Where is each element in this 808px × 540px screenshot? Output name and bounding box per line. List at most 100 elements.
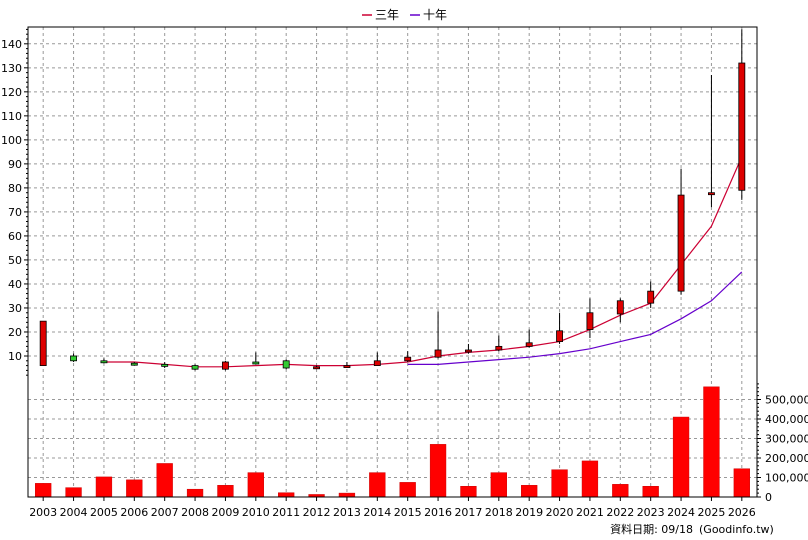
- volume-bar: [369, 472, 386, 498]
- volume-bar: [217, 485, 234, 498]
- volume-bar: [581, 460, 599, 498]
- ma-10y-line: [407, 271, 743, 365]
- volume-bar: [399, 482, 416, 498]
- volume-bar: [672, 416, 690, 498]
- candle-body: [556, 330, 564, 342]
- candle-body: [221, 361, 229, 370]
- candle-body: [738, 62, 746, 191]
- plot-border: [27, 26, 758, 498]
- candles: [39, 29, 746, 371]
- price-tick-label: 140: [1, 38, 22, 51]
- volume-bar: [156, 463, 173, 498]
- x-tick-label: 2011: [272, 506, 300, 519]
- price-tick-label: 60: [8, 230, 22, 243]
- x-tick-label: 2010: [242, 506, 270, 519]
- volume-bar: [642, 486, 659, 498]
- volume-tick-label: 500,000: [765, 394, 808, 407]
- ma-3y-line: [103, 156, 743, 368]
- x-tick-label: 2003: [29, 506, 57, 519]
- legend-label: 十年: [423, 8, 447, 22]
- volume-bar: [95, 476, 113, 498]
- volume-bar: [126, 479, 143, 498]
- candle-body: [525, 342, 533, 347]
- volume-bars: [35, 386, 750, 498]
- grid: [28, 27, 757, 497]
- volume-tick-label: 400,000: [765, 413, 808, 426]
- x-tick-label: 2012: [303, 506, 331, 519]
- volume-bar: [612, 484, 629, 498]
- price-tick-label: 90: [8, 158, 22, 171]
- volume-bar: [551, 469, 568, 498]
- volume-bar: [338, 492, 356, 498]
- candle-body: [495, 345, 503, 351]
- volume-bar: [703, 386, 720, 498]
- volume-bar: [65, 487, 82, 498]
- x-tick-label: 2019: [515, 506, 543, 519]
- price-tick-label: 120: [1, 86, 22, 99]
- price-tick-label: 30: [8, 302, 22, 315]
- x-tick-label: 2022: [606, 506, 634, 519]
- x-tick-label: 2014: [363, 506, 391, 519]
- price-tick-label: 100: [1, 134, 22, 147]
- candle-body: [100, 360, 108, 364]
- x-tick-label: 2007: [151, 506, 179, 519]
- x-tick-label: 2005: [90, 506, 118, 519]
- volume-tick-label: 200,000: [765, 452, 808, 465]
- price-tick-label: 70: [8, 206, 22, 219]
- moving-average-lines: [103, 156, 743, 368]
- volume-bar: [278, 492, 295, 498]
- candle-body: [39, 320, 47, 366]
- volume-bar: [429, 444, 447, 498]
- x-tick-label: 2026: [728, 506, 756, 519]
- volume-bar: [733, 468, 750, 498]
- volume-tick-label: 300,000: [765, 433, 808, 446]
- candle-body: [130, 362, 138, 366]
- price-tick-label: 40: [8, 278, 22, 291]
- x-tick-label: 2009: [211, 506, 239, 519]
- volume-bar: [460, 486, 477, 498]
- volume-bar: [186, 488, 204, 498]
- x-tick-label: 2018: [485, 506, 513, 519]
- candle-body: [586, 312, 594, 330]
- candle-body: [404, 356, 412, 362]
- x-tick-label: 2024: [667, 506, 695, 519]
- x-tick-label: 2025: [697, 506, 725, 519]
- candle-body: [677, 194, 685, 292]
- candle-body: [434, 349, 442, 358]
- axes: 10 20 30 40 50 60 70 80 90 100 110 120 130 140 0 100,00…: [1, 26, 808, 519]
- price-tick-label: 130: [1, 62, 22, 75]
- candle-body: [647, 290, 655, 304]
- x-tick-label: 2004: [60, 506, 88, 519]
- x-tick-label: 2008: [181, 506, 209, 519]
- footer-source: (Goodinfo.tw): [699, 523, 774, 536]
- candle-body: [708, 192, 715, 196]
- volume-tick-label: 0: [765, 491, 772, 504]
- volume-bar: [35, 483, 52, 498]
- candle-body: [373, 360, 381, 366]
- candle-body: [616, 300, 624, 315]
- candle-body: [464, 349, 472, 353]
- candle-body: [191, 365, 199, 370]
- price-tick-label: 80: [8, 182, 22, 195]
- legend-label: 三年: [375, 8, 399, 22]
- price-tick-label: 10: [8, 350, 22, 363]
- x-tick-label: 2006: [120, 506, 148, 519]
- footer-date-label: 資料日期: 09/18: [610, 522, 693, 536]
- x-tick-label: 2015: [394, 506, 422, 519]
- x-tick-label: 2021: [576, 506, 604, 519]
- candle-body: [343, 365, 351, 368]
- x-tick-label: 2023: [637, 506, 665, 519]
- candle-body: [161, 363, 169, 367]
- x-tick-label: 2013: [333, 506, 361, 519]
- x-tick-label: 2020: [546, 506, 574, 519]
- volume-bar: [521, 485, 538, 498]
- candle-body: [313, 366, 320, 370]
- volume-tick-label: 100,000: [765, 472, 808, 485]
- x-tick-label: 2016: [424, 506, 452, 519]
- price-tick-label: 50: [8, 254, 22, 267]
- candle-body: [252, 361, 260, 365]
- legend: 三年 十年: [362, 8, 447, 22]
- volume-bar: [490, 472, 507, 498]
- volume-bar: [247, 472, 264, 498]
